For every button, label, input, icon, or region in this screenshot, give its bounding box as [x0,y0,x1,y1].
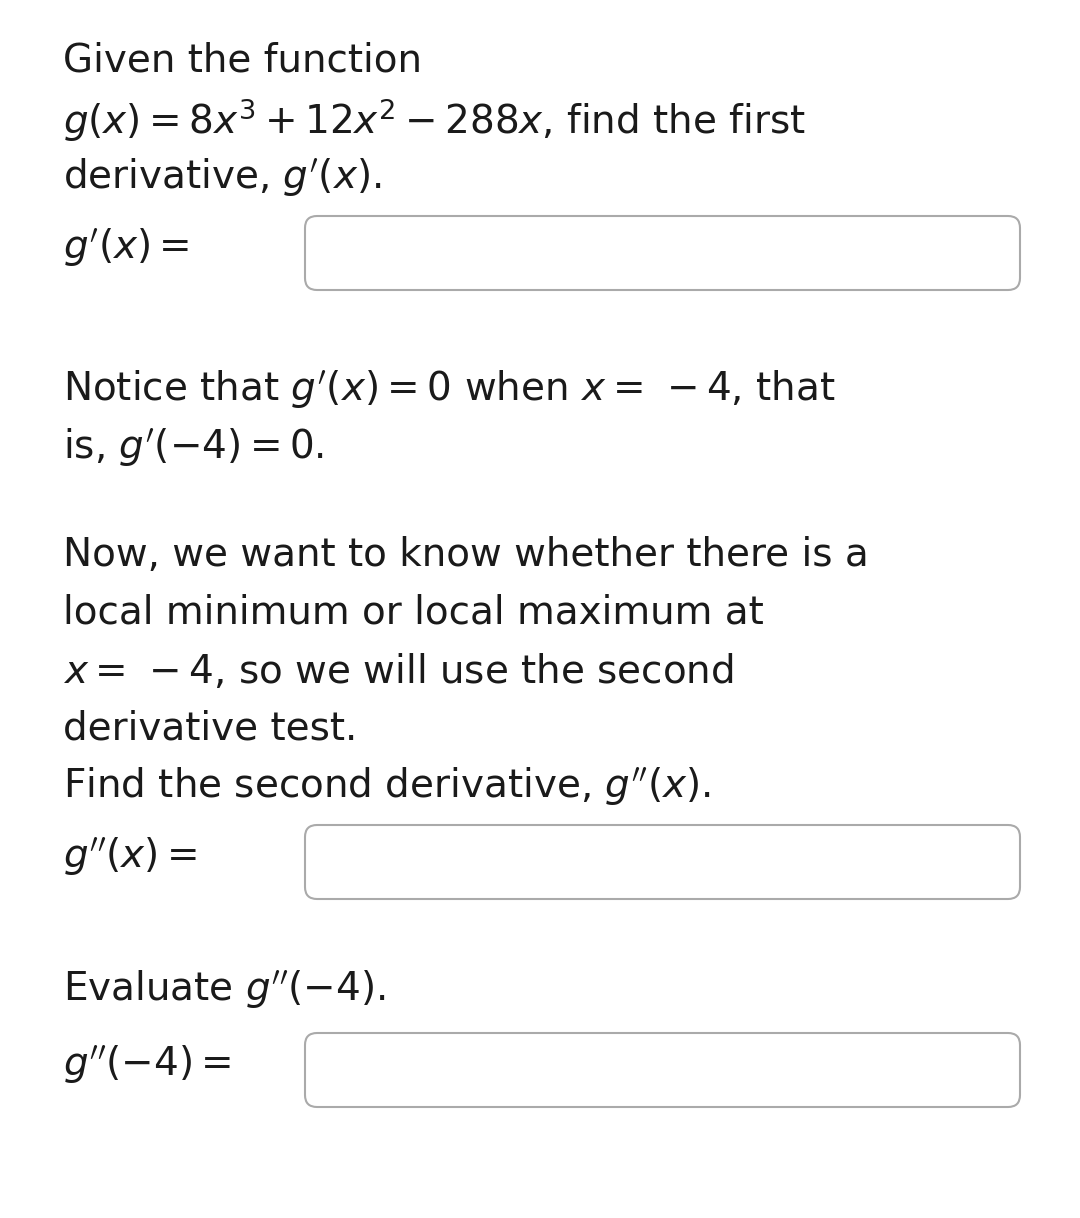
Text: derivative, $g'(x)$.: derivative, $g'(x)$. [63,157,381,199]
Text: Notice that $g'(x) = 0$ when $x = \, - 4$, that: Notice that $g'(x) = 0$ when $x = \, - 4… [63,369,835,410]
Text: $g'(x) =$: $g'(x) =$ [63,227,189,269]
Text: $x = \, - 4$, so we will use the second: $x = \, - 4$, so we will use the second [63,652,733,691]
Text: $g''( - 4) =$: $g''( - 4) =$ [63,1044,231,1086]
Text: Given the function: Given the function [63,41,421,79]
FancyBboxPatch shape [305,216,1020,290]
Text: Now, we want to know whether there is a: Now, we want to know whether there is a [63,536,868,574]
Text: $g(x) = 8x^3 + 12x^2 - 288x$, find the first: $g(x) = 8x^3 + 12x^2 - 288x$, find the f… [63,96,806,144]
FancyBboxPatch shape [305,825,1020,899]
Text: Evaluate $g''( - 4)$.: Evaluate $g''( - 4)$. [63,970,386,1011]
Text: Find the second derivative, $g''(x)$.: Find the second derivative, $g''(x)$. [63,766,711,808]
Text: $g''(x) =$: $g''(x) =$ [63,836,197,878]
Text: is, $g'( - 4) = 0$.: is, $g'( - 4) = 0$. [63,428,324,469]
Text: local minimum or local maximum at: local minimum or local maximum at [63,594,764,632]
Text: derivative test.: derivative test. [63,710,357,748]
FancyBboxPatch shape [305,1033,1020,1107]
